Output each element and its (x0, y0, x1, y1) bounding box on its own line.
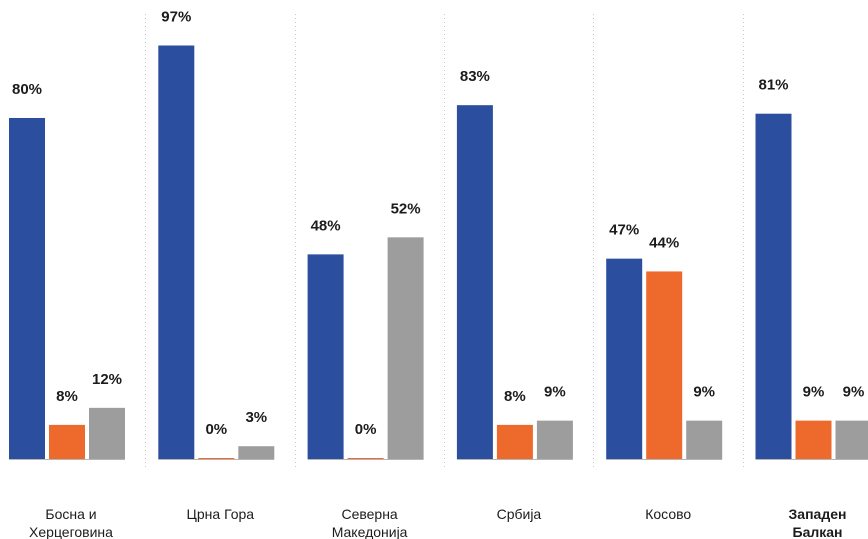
bar (49, 424, 85, 459)
data-label: 9% (544, 384, 566, 401)
bar (456, 105, 493, 459)
data-label: 48% (311, 217, 341, 234)
category-label: Западен Балкан (789, 506, 847, 539)
bar (238, 446, 275, 459)
bar (347, 458, 384, 459)
data-label: 81% (758, 77, 788, 94)
bar (158, 45, 195, 459)
data-label: 9% (693, 384, 715, 401)
data-label: 80% (12, 81, 42, 98)
bar (387, 237, 424, 459)
category-label: Северна Македонија (332, 506, 408, 539)
data-label: 44% (649, 234, 679, 251)
data-label: 9% (843, 384, 865, 401)
data-label: 8% (504, 388, 526, 405)
bar (686, 420, 723, 459)
data-label: 3% (245, 409, 267, 426)
bar (606, 258, 643, 459)
bar (496, 424, 533, 459)
category-label: Косово (645, 506, 691, 522)
data-label: 52% (391, 200, 421, 217)
data-label: 0% (205, 421, 227, 438)
data-label: 12% (92, 371, 122, 388)
data-label: 8% (56, 388, 78, 405)
data-label: 47% (609, 222, 639, 239)
bar (795, 420, 832, 459)
bar (89, 407, 125, 459)
data-label: 97% (161, 9, 191, 26)
data-label: 9% (803, 384, 825, 401)
bar (307, 254, 344, 459)
category-label: Црна Гора (187, 506, 255, 522)
bar (646, 271, 683, 459)
bar (9, 117, 45, 460)
data-label: 83% (460, 68, 490, 85)
bar (755, 113, 792, 460)
data-label: 0% (355, 421, 377, 438)
category-label: Србија (497, 506, 542, 522)
bar (198, 458, 235, 459)
bar (835, 420, 868, 459)
bar (536, 420, 573, 459)
category-label: Босна и Херцеговина (29, 506, 113, 539)
